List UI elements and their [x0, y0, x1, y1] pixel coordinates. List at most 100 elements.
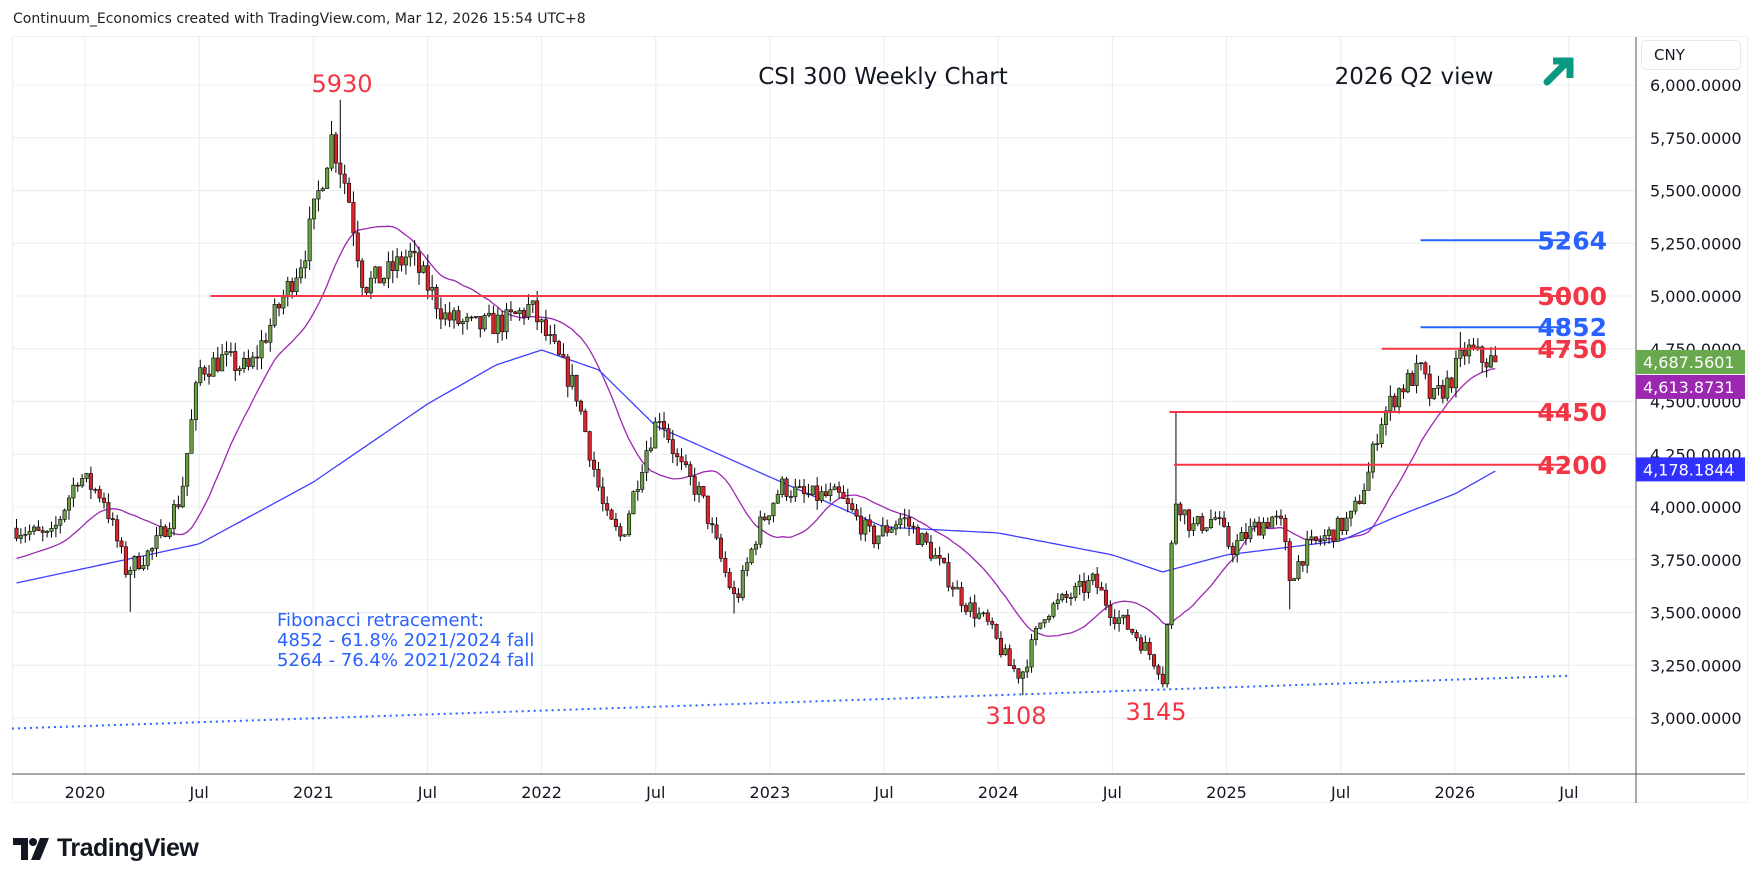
candle [513, 310, 518, 315]
trendline [11, 674, 1569, 730]
candle-body [1086, 580, 1091, 593]
level-label-4750: 4750 [1537, 335, 1607, 364]
candle [102, 492, 107, 509]
candle-body [880, 525, 885, 537]
candle-body [1016, 668, 1021, 679]
candle [635, 480, 640, 501]
candle-body [872, 525, 877, 545]
candle [1143, 635, 1148, 651]
candle [775, 489, 780, 505]
currency-label[interactable]: CNY [1641, 40, 1741, 70]
candle-body [666, 428, 671, 440]
candle [994, 623, 999, 640]
candle [692, 467, 697, 502]
candle-body [1305, 538, 1310, 566]
candle [600, 477, 605, 512]
candle-body [172, 504, 177, 529]
candle [1397, 387, 1402, 414]
price-axis[interactable]: 6,000.0000 5,750.0000 5,500.0000 5,250.0000… [1650, 76, 1742, 728]
time-tick-label: Jul [1102, 783, 1122, 802]
candle [1187, 508, 1192, 538]
candle-body [793, 486, 798, 498]
candle-body [368, 277, 373, 294]
candle [605, 496, 610, 517]
candle-body [386, 261, 391, 279]
candle [1309, 529, 1314, 545]
time-axis[interactable]: 2020 Jul 2021 Jul 2022 Jul 2023 Jul 2024 Jul 2025 J… [65, 783, 1579, 802]
candle-body [648, 447, 653, 451]
candle [1265, 517, 1270, 530]
annotation-low-2024: 3108 [985, 702, 1046, 730]
candle-body [570, 374, 575, 387]
candle [1077, 574, 1082, 595]
candle-body [145, 550, 150, 566]
candle [946, 553, 951, 592]
fast-ma-tag-background [1636, 374, 1745, 399]
candle [1117, 610, 1122, 632]
candle [1243, 522, 1248, 546]
candle [1305, 530, 1310, 574]
candle-body [710, 523, 715, 526]
candle [110, 512, 115, 526]
candle [1261, 517, 1266, 539]
candle [609, 508, 614, 520]
candle-body [701, 486, 706, 497]
candle-body [382, 278, 387, 284]
candle-body [837, 486, 842, 493]
candle [710, 517, 715, 534]
candle-body [1252, 521, 1257, 527]
candle [618, 522, 623, 541]
candle [990, 617, 995, 630]
candle-body [268, 325, 273, 343]
candle [377, 266, 382, 284]
candle-body [338, 162, 343, 175]
candle-body [1125, 614, 1130, 630]
candle [137, 552, 142, 571]
candle-body [290, 281, 295, 293]
slow-ma-tag-background [1636, 457, 1745, 482]
candle-body [1493, 355, 1498, 363]
candle [1449, 376, 1454, 393]
candle-body [1130, 628, 1135, 633]
candle-body [858, 515, 863, 535]
candle [1348, 510, 1353, 527]
candle-body [1077, 581, 1082, 587]
candle [364, 286, 369, 297]
candle-body [342, 173, 347, 184]
candle [819, 486, 824, 504]
candle-body [613, 518, 618, 527]
candle [1025, 659, 1030, 678]
candle-body [281, 296, 286, 309]
candle [351, 191, 356, 247]
candle-body [45, 530, 50, 533]
candle-body [998, 637, 1003, 656]
candle-body [622, 534, 627, 537]
candle-body [1278, 515, 1283, 519]
level-label-4852: 4852 [1537, 313, 1607, 342]
candle [36, 520, 41, 532]
candle-body [767, 515, 772, 521]
candle-body [119, 540, 124, 548]
candle [508, 301, 513, 321]
candle-body [473, 316, 478, 318]
candle-body [189, 419, 194, 454]
candle [587, 430, 592, 467]
candle [167, 522, 172, 539]
candle [832, 483, 837, 491]
candle [845, 488, 850, 513]
candle [447, 302, 452, 328]
candle-body [1134, 632, 1139, 639]
chart-attribution: Continuum_Economics created with Trading… [13, 11, 586, 27]
candle [933, 548, 938, 559]
candle-body [530, 300, 535, 305]
candle-body [828, 489, 833, 497]
candle-body [1449, 377, 1454, 389]
moving-averages [16, 225, 1496, 637]
candle [1401, 384, 1406, 399]
candle-body [417, 252, 422, 273]
candle-body [456, 310, 461, 324]
tradingview-logo[interactable]: TradingView [13, 834, 199, 863]
candle [854, 504, 859, 521]
candle [1488, 346, 1493, 369]
